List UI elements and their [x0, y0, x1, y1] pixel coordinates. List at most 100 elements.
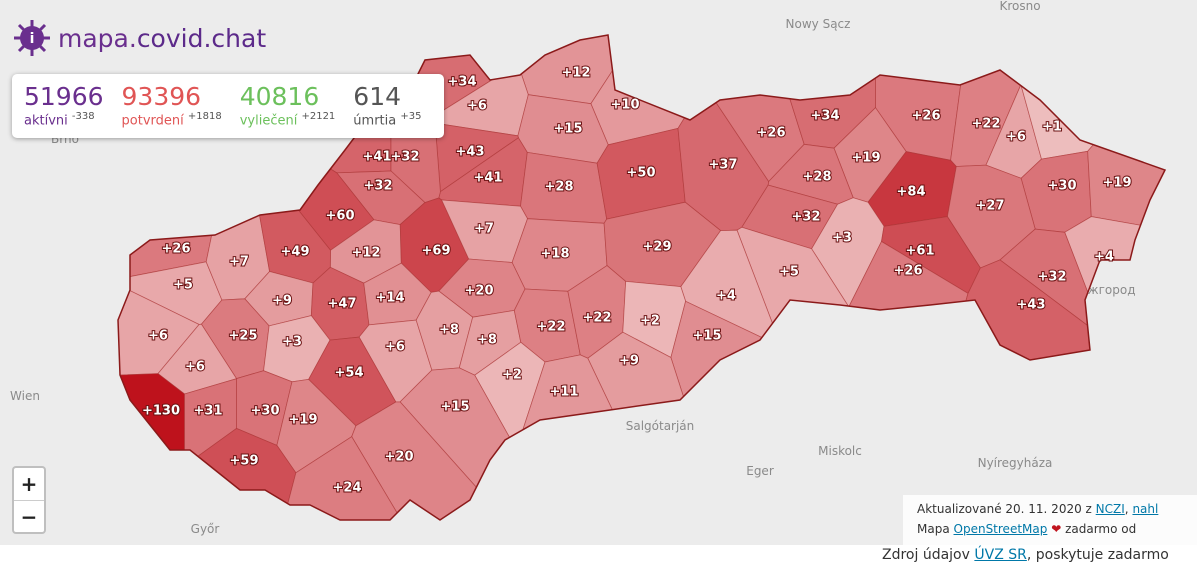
district-label: +49	[281, 245, 310, 260]
free-text: zadarmo od	[1065, 522, 1137, 536]
place-label: Krosno	[999, 0, 1040, 13]
district-label: +41	[474, 171, 503, 186]
stat-value: 614	[353, 82, 402, 111]
district-label: +34	[811, 109, 840, 124]
district-label: +27	[976, 199, 1005, 214]
logo-icon: i	[14, 20, 50, 56]
zoom-out[interactable]: −	[20, 505, 38, 529]
district-label: +19	[289, 413, 318, 428]
district	[205, 118, 271, 301]
district-label: +6	[148, 329, 168, 344]
footer-link[interactable]: ÚVZ SR	[974, 547, 1027, 563]
district-label: +2	[640, 314, 660, 329]
stat-row: aktívni -338	[24, 111, 104, 128]
district-label: +4	[716, 289, 736, 304]
district-label: +29	[643, 240, 672, 255]
map: Nowy SączKrosnoBrnoWienSalgótarjánMiskol…	[0, 0, 1197, 545]
stat-label: úmrtia	[353, 113, 397, 129]
district-label: +6	[467, 99, 487, 114]
source-link[interactable]: nahl	[1132, 502, 1159, 516]
district-label: +11	[550, 385, 579, 400]
district-label: +6	[185, 360, 205, 375]
osm-link[interactable]: OpenStreetMap	[953, 522, 1048, 536]
district-label: +84	[897, 185, 926, 200]
district-label: +26	[894, 264, 923, 279]
logo-suffix: covid.chat	[136, 23, 267, 53]
district-label: +28	[803, 170, 832, 185]
district-label: +26	[912, 109, 941, 124]
district	[1087, 35, 1165, 236]
district-label: +24	[333, 481, 362, 496]
map-text: Mapa	[917, 522, 950, 536]
stat-label: vyliečení	[239, 113, 298, 129]
place-label: Wien	[10, 389, 40, 403]
district-label: +6	[1006, 130, 1026, 145]
district-label: +19	[1103, 176, 1132, 191]
ncz-link[interactable]: NCZI	[1095, 502, 1125, 516]
district-label: +12	[352, 246, 381, 261]
district-label: +5	[173, 278, 193, 293]
district-label: +7	[229, 255, 249, 270]
svg-text:i: i	[30, 31, 35, 47]
district-label: +34	[448, 75, 477, 90]
footer-suffix: , poskytuje zadarmo	[1026, 547, 1169, 563]
footer: Zdroj údajov ÚVZ SR, poskytuje zadarmo	[882, 547, 1169, 563]
district-label: +32	[364, 179, 393, 194]
attribution: Aktualizované 20. 11. 2020 z NCZI, nahl …	[903, 495, 1197, 545]
heart: ❤	[1051, 522, 1062, 536]
stat-row: úmrtia +35	[353, 111, 421, 128]
logo-prefix: mapa.	[58, 23, 137, 53]
district-label: +15	[693, 329, 722, 344]
stat-value: 51966	[24, 82, 104, 111]
place-label: Salgótarján	[626, 419, 695, 433]
stat-row: potvrdení +1818	[122, 111, 222, 128]
district-label: +25	[229, 329, 258, 344]
district-label: +20	[385, 450, 414, 465]
district-label: +8	[477, 333, 497, 348]
district-label: +8	[439, 323, 459, 338]
district-label: +32	[1038, 270, 1067, 285]
district-label: +12	[562, 66, 591, 81]
place-label: Eger	[746, 464, 774, 478]
district-label: +14	[376, 291, 405, 306]
district-label: +15	[441, 400, 470, 415]
district-label: +3	[282, 335, 302, 350]
district-label: +43	[456, 145, 485, 160]
district-label: +31	[194, 404, 223, 419]
district-label: +15	[554, 122, 583, 137]
district-label: +37	[709, 158, 738, 173]
stat-change: -338	[71, 111, 95, 122]
district-label: +9	[272, 294, 292, 309]
place-label: Nowy Sącz	[786, 17, 851, 31]
district-label: +1	[1042, 120, 1062, 135]
stat-value: 93396	[121, 82, 202, 111]
separator: ,	[1124, 502, 1129, 516]
place-label: Ужгород	[1080, 283, 1135, 297]
district-label: +7	[474, 222, 494, 237]
district-label: +41	[363, 150, 392, 165]
district-label: +22	[972, 117, 1001, 132]
district-label: +61	[906, 244, 935, 259]
district-labels: +12+10+34+6+15+43+41+41 +32+32 +28+50+37+2…	[141, 65, 1133, 497]
stat-change: +1818	[187, 111, 222, 122]
stat-label: potvrdení	[121, 113, 184, 129]
place-label: Nyíregyháza	[978, 456, 1053, 470]
district-label: +20	[465, 284, 494, 299]
district-label: +30	[251, 404, 280, 419]
stat-change: +2121	[301, 111, 336, 122]
district-label: +60	[326, 209, 355, 224]
district-label: +5	[779, 265, 799, 280]
district-label: +19	[852, 151, 881, 166]
district-label: +130	[142, 404, 180, 419]
stat: 51966 aktívni -338	[24, 74, 104, 138]
district-label: +28	[545, 180, 574, 195]
district-label: +22	[583, 311, 612, 326]
district-label: +54	[335, 366, 364, 381]
district-label: +59	[230, 454, 259, 469]
place-label: Miskolc	[818, 444, 862, 458]
zoom-in[interactable]: +	[14, 468, 44, 501]
logo[interactable]: i mapa.covid.chat	[12, 18, 266, 58]
stat: 614 úmrtia +35	[353, 74, 421, 138]
zoom-control: + −	[12, 466, 46, 534]
